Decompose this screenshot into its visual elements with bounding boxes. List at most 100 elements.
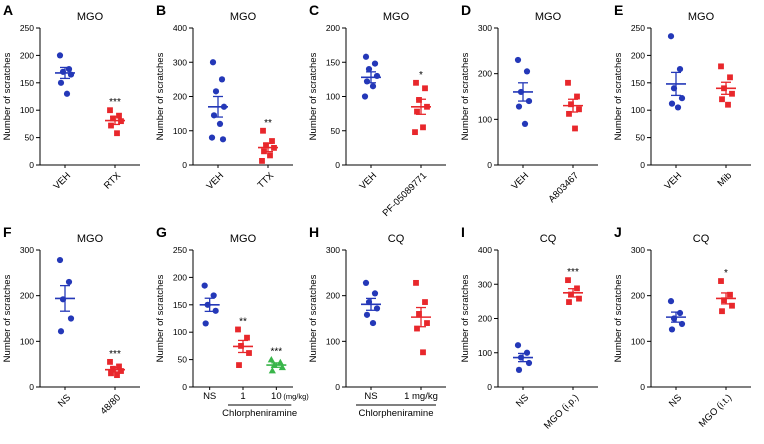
x-tick-label: VEH bbox=[52, 170, 74, 192]
data-point bbox=[59, 68, 67, 75]
panel-B: B MGO Number of scratches 0 100 200 300 400 VEH *… bbox=[153, 0, 306, 222]
data-point bbox=[419, 349, 426, 356]
data-point bbox=[65, 278, 73, 286]
y-tick-label: 200 bbox=[20, 50, 34, 60]
panel-I: I CQ Number of scratches 0 100 200 300 400 NS ***… bbox=[458, 222, 611, 444]
y-tick-label: 200 bbox=[173, 92, 187, 102]
data-point bbox=[576, 295, 583, 302]
y-tick-label: 50 bbox=[25, 133, 35, 143]
data-point bbox=[63, 90, 71, 97]
y-tick-label: 200 bbox=[631, 291, 645, 301]
data-point bbox=[679, 320, 686, 328]
panel-J: J CQ Number of scratches 0 100 200 300 NS * MGO (… bbox=[611, 222, 764, 444]
data-point bbox=[212, 307, 219, 314]
group-48/80: *** 48/80 bbox=[99, 349, 125, 417]
panel-letter: C bbox=[309, 2, 319, 18]
panel-letter: G bbox=[156, 224, 167, 240]
group-NS: NS bbox=[360, 279, 381, 402]
panel-letter: E bbox=[614, 2, 623, 18]
group-MGO (i.t.): * MGO (i.t.) bbox=[697, 268, 737, 430]
data-point bbox=[415, 97, 422, 103]
data-point bbox=[679, 95, 686, 102]
data-point bbox=[204, 301, 211, 308]
data-point bbox=[108, 370, 114, 377]
x-tick-label: NS bbox=[56, 392, 73, 409]
data-point bbox=[201, 282, 208, 289]
treatment-label: Chlorpheniramine bbox=[222, 408, 297, 419]
data-point bbox=[259, 127, 266, 134]
data-point bbox=[369, 319, 376, 327]
panel-E-chart: E MGO Number of scratches 0 50 100 150 200 250 VE… bbox=[613, 2, 752, 192]
data-point bbox=[276, 358, 284, 366]
y-tick-label: 100 bbox=[325, 92, 339, 102]
significance-label: * bbox=[419, 70, 423, 81]
panel-H: H CQ Number of scratches 0 100 200 300 NS 1 mg/k… bbox=[306, 222, 459, 444]
y-tick-label: 0 bbox=[182, 160, 187, 170]
data-point bbox=[208, 134, 215, 141]
data-point bbox=[668, 298, 675, 305]
data-point bbox=[668, 33, 675, 40]
y-tick-label: 50 bbox=[330, 126, 340, 136]
panel-I-chart: I CQ Number of scratches 0 100 200 300 400 NS ***… bbox=[460, 224, 599, 431]
significance-label: *** bbox=[109, 97, 121, 108]
y-axis-label: Number of scratches bbox=[308, 52, 319, 140]
panel-title: MGO bbox=[77, 233, 104, 245]
data-point bbox=[719, 96, 726, 103]
x-tick-label: NS bbox=[203, 391, 216, 402]
x-tick-label: Mib bbox=[716, 170, 735, 189]
x-tick-label: VEH bbox=[663, 170, 685, 192]
data-point bbox=[574, 285, 581, 292]
data-point bbox=[526, 97, 533, 105]
x-tick-label: VEH bbox=[510, 170, 532, 192]
data-point bbox=[671, 315, 678, 322]
panel-title: MGO bbox=[535, 11, 562, 23]
data-point bbox=[67, 315, 75, 322]
data-point bbox=[727, 74, 734, 81]
data-point bbox=[522, 120, 529, 127]
panel-A-chart: A MGO Number of scratches 0 50 100 150 200 250 VE… bbox=[2, 2, 140, 192]
data-point bbox=[209, 59, 216, 66]
x-tick-label: NS bbox=[667, 392, 684, 409]
y-tick-label: 200 bbox=[631, 50, 645, 60]
y-axis-label: Number of scratches bbox=[155, 274, 166, 362]
y-tick-label: 100 bbox=[478, 348, 492, 358]
data-point bbox=[373, 305, 380, 312]
data-point bbox=[220, 103, 227, 110]
panel-G: G MGO Number of scratches 0 50 100 150 200 250 NS… bbox=[153, 222, 309, 444]
panel-title: MGO bbox=[77, 11, 104, 23]
data-point bbox=[118, 368, 124, 374]
data-point bbox=[65, 66, 73, 73]
data-point bbox=[210, 292, 217, 299]
significance-label: ** bbox=[239, 316, 247, 327]
data-point bbox=[675, 104, 682, 111]
data-point bbox=[515, 56, 522, 64]
panel-A: A MGO Number of scratches 0 50 100 150 200 250 VE… bbox=[0, 0, 153, 222]
data-point bbox=[262, 142, 269, 149]
data-point bbox=[237, 343, 244, 349]
data-point bbox=[669, 326, 676, 333]
group-VEH: VEH bbox=[204, 59, 228, 192]
data-point bbox=[216, 120, 223, 127]
data-point bbox=[219, 136, 226, 143]
panel-F-chart: F MGO Number of scratches 0 100 200 300 NS *** 48… bbox=[2, 224, 140, 417]
data-point bbox=[565, 277, 572, 284]
y-tick-label: 100 bbox=[325, 336, 339, 346]
x-tick-label: VEH bbox=[357, 170, 379, 192]
data-point bbox=[107, 358, 113, 365]
y-tick-label: 100 bbox=[20, 105, 34, 115]
data-point bbox=[518, 354, 525, 361]
panel-title: CQ bbox=[387, 233, 404, 245]
data-point bbox=[671, 85, 678, 92]
group-PF-05089771: * PF-05089771 bbox=[380, 70, 431, 219]
data-point bbox=[57, 79, 65, 86]
panel-H-chart: H CQ Number of scratches 0 100 200 300 NS 1 mg/k… bbox=[308, 224, 446, 419]
panel-B-chart: B MGO Number of scratches 0 100 200 300 400 VEH *… bbox=[155, 2, 293, 192]
panel-G-chart: G MGO Number of scratches 0 50 100 150 200 250 NS… bbox=[155, 224, 309, 419]
significance-label: ** bbox=[264, 118, 272, 129]
data-point bbox=[270, 144, 277, 151]
data-point bbox=[363, 311, 370, 318]
data-point bbox=[421, 85, 428, 92]
data-point bbox=[526, 359, 533, 367]
group-TTX: ** TTX bbox=[255, 118, 278, 191]
y-tick-label: 200 bbox=[173, 272, 187, 282]
